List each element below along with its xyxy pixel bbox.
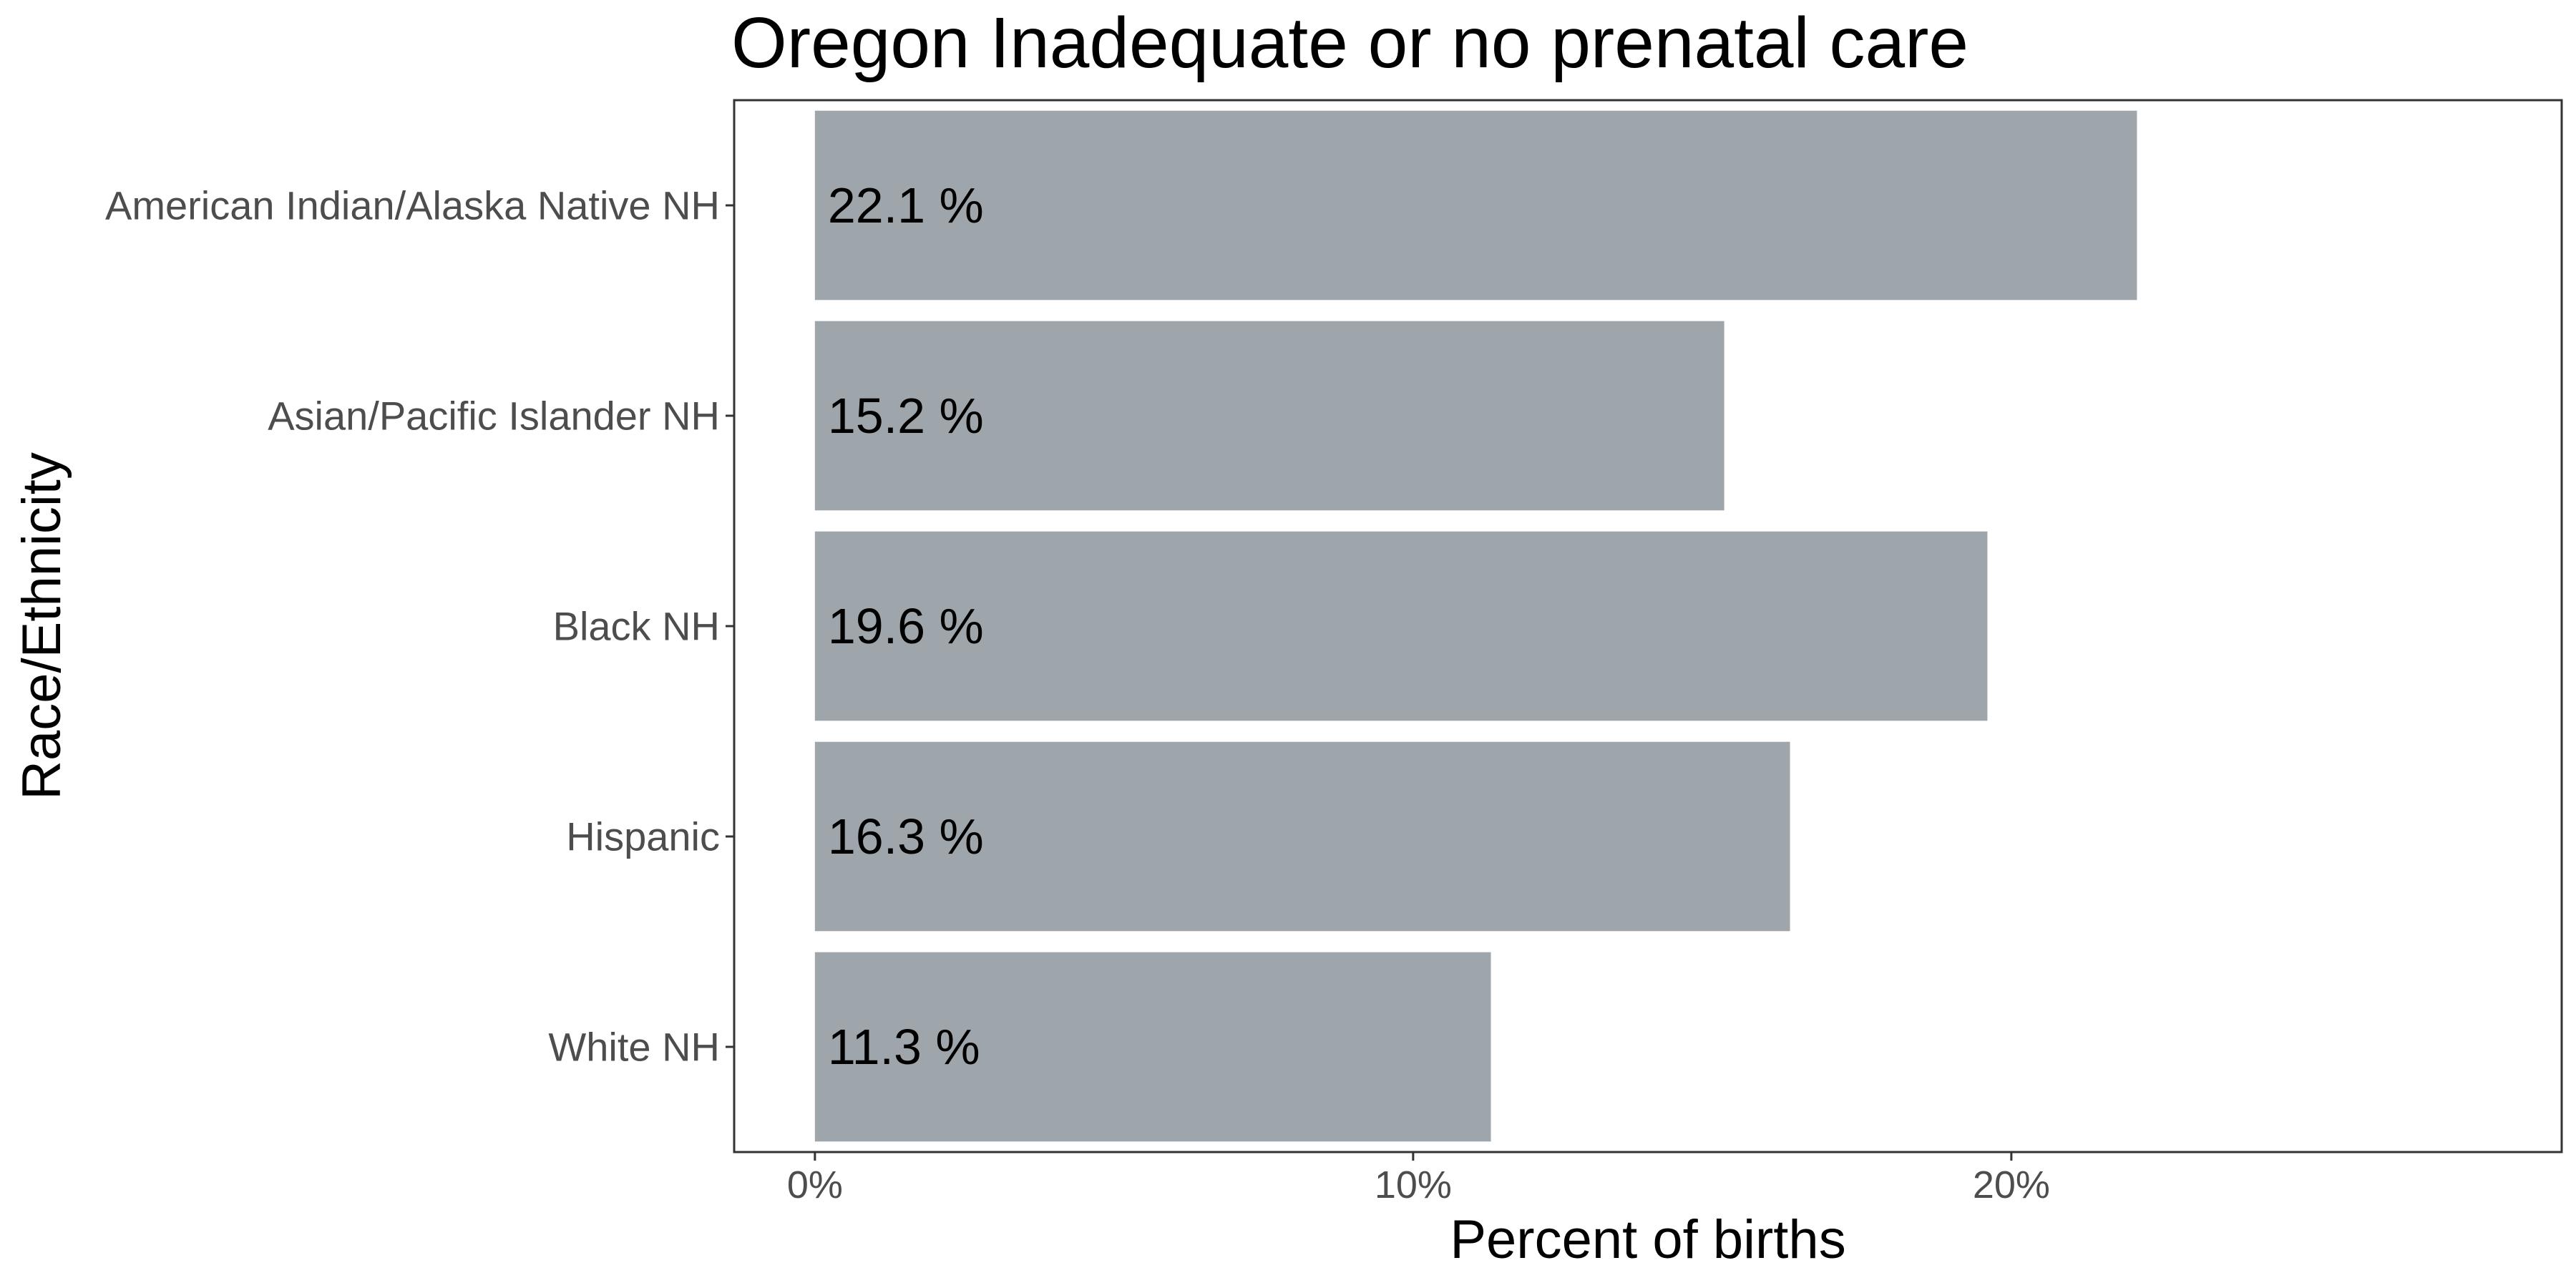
bar (814, 110, 2137, 301)
y-tick-label: American Indian/Alaska Native NH (105, 183, 720, 228)
y-tick-label: White NH (548, 1025, 720, 1070)
x-tick-label: 10% (1375, 1163, 1452, 1206)
y-axis: American Indian/Alaska Native NH Asian/Pa… (105, 183, 734, 1070)
x-axis: 0% 10% 20% (787, 1152, 2050, 1206)
bar-value-label: 16.3 % (828, 809, 984, 864)
bars: 22.1 % 15.2 % 19.6 % 16.3 % 11.3 % (814, 110, 2137, 1142)
bar (814, 531, 1988, 721)
bar-value-label: 11.3 % (828, 1019, 980, 1075)
y-tick-label: Black NH (553, 604, 720, 649)
x-tick-label: 20% (1973, 1163, 2050, 1206)
bar (814, 741, 1790, 932)
x-axis-title: Percent of births (1450, 1209, 1845, 1270)
bar-value-label: 15.2 % (828, 388, 984, 444)
bar-value-label: 19.6 % (828, 598, 984, 654)
y-tick-label: Asian/Pacific Islander NH (268, 394, 720, 439)
bar-value-label: 22.1 % (828, 177, 984, 233)
bar (814, 321, 1724, 511)
chart-title: Oregon Inadequate or no prenatal care (731, 3, 1968, 83)
y-axis-title: Race/Ethnicity (11, 452, 72, 800)
bar (814, 952, 1491, 1142)
x-tick-label: 0% (787, 1163, 843, 1206)
y-tick-label: Hispanic (566, 814, 720, 859)
